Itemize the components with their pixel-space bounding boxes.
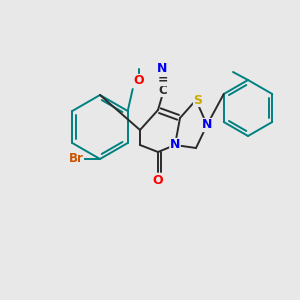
Text: S: S [194, 94, 202, 106]
Text: O: O [134, 74, 144, 88]
Text: Br: Br [69, 152, 83, 166]
Text: C: C [159, 83, 167, 97]
Text: N: N [202, 118, 212, 131]
Text: O: O [153, 175, 163, 188]
Text: ≡: ≡ [158, 73, 168, 85]
Text: N: N [170, 139, 180, 152]
Text: N: N [157, 62, 167, 76]
